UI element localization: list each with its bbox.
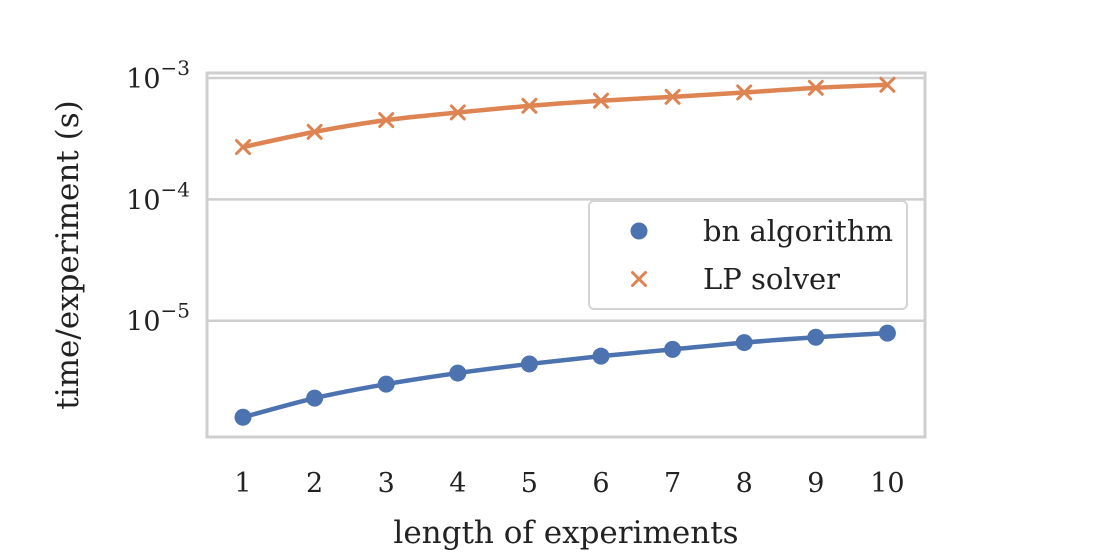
x-tick-label: 10 xyxy=(870,468,904,499)
data-point-bn-algorithm xyxy=(234,408,252,426)
data-point-bn-algorithm xyxy=(449,364,467,382)
x-tick-label: 9 xyxy=(807,468,824,499)
x-tick-label: 5 xyxy=(521,468,538,499)
x-tick-label: 2 xyxy=(306,468,323,499)
data-point-bn-algorithm xyxy=(520,355,538,373)
x-axis-label: length of experiments xyxy=(393,515,738,551)
data-point-bn-algorithm xyxy=(878,324,896,342)
data-point-lp-solver xyxy=(593,92,609,109)
legend-label-lp-solver: LP solver xyxy=(703,262,840,296)
x-tick-label: 6 xyxy=(592,468,609,499)
data-point-lp-solver xyxy=(664,88,681,105)
x-tick-label: 8 xyxy=(736,468,753,499)
data-point-bn-algorithm xyxy=(807,328,825,346)
data-point-lp-solver xyxy=(879,76,896,93)
y-tick-label: 10−3 xyxy=(126,56,190,95)
data-point-lp-solver xyxy=(449,104,466,121)
plot-frame xyxy=(205,71,927,439)
legend-marker-lp-solver xyxy=(631,271,647,287)
y-axis-ticks: 10−5 10−4 10−3 xyxy=(126,56,190,338)
x-tick-label: 3 xyxy=(378,468,395,499)
legend-marker-bn-algorithm xyxy=(630,222,648,240)
data-point-bn-algorithm xyxy=(306,389,324,407)
data-point-lp-solver xyxy=(736,84,753,101)
y-tick-label: 10−5 xyxy=(126,299,190,338)
data-point-lp-solver xyxy=(235,139,251,156)
series-line-lp-solver xyxy=(240,82,890,150)
series-line-bn-algorithm xyxy=(240,330,890,420)
y-axis-label: time/experiment (s) xyxy=(50,100,86,409)
x-axis-ticks: 1 2 3 4 5 6 7 8 9 10 xyxy=(234,468,904,499)
data-point-bn-algorithm xyxy=(735,334,753,352)
data-point-lp-solver xyxy=(378,112,395,129)
x-tick-label: 1 xyxy=(234,468,251,499)
legend: bn algorithm LP solver xyxy=(588,200,908,310)
y-tick-label: 10−4 xyxy=(126,177,190,216)
series-layer xyxy=(234,76,896,426)
data-point-lp-solver xyxy=(807,79,824,96)
data-point-lp-solver xyxy=(521,97,538,114)
legend-box xyxy=(588,200,908,310)
data-point-bn-algorithm xyxy=(377,375,395,393)
data-point-bn-algorithm xyxy=(664,340,682,358)
grid xyxy=(207,76,925,322)
x-tick-label: 4 xyxy=(449,468,466,499)
data-point-bn-algorithm xyxy=(592,347,610,365)
data-point-lp-solver xyxy=(306,123,323,140)
legend-label-bn-algorithm: bn algorithm xyxy=(703,214,893,248)
x-tick-label: 7 xyxy=(664,468,681,499)
